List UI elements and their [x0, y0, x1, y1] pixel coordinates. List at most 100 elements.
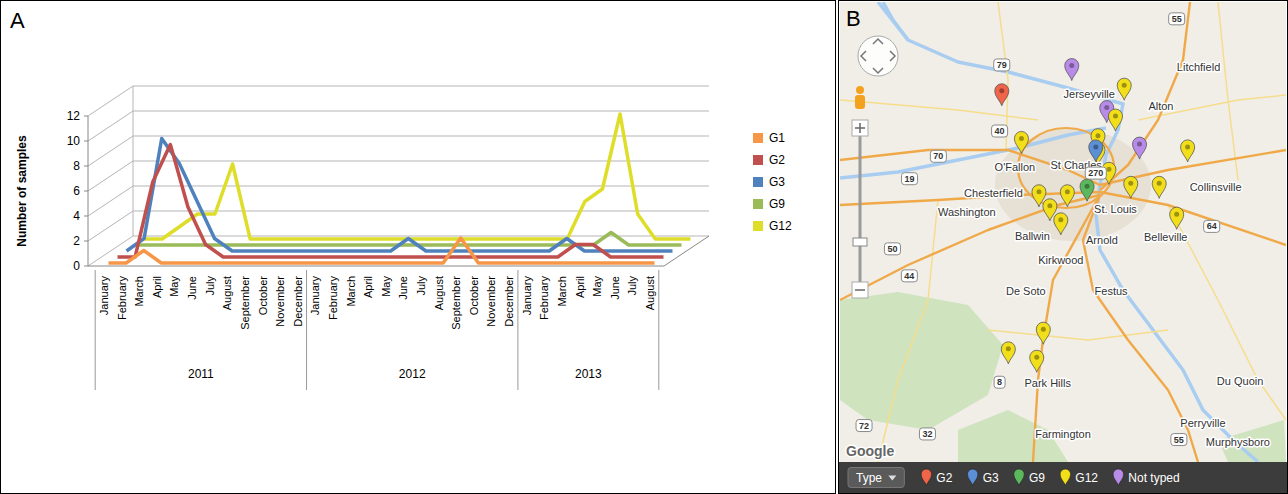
x-group-label: 2013 [575, 367, 602, 381]
place-label: Perryville [1180, 417, 1225, 429]
legend-label: G2 [936, 471, 952, 485]
x-tick-label: August [433, 276, 445, 310]
road-shield-bg [930, 150, 946, 162]
marker-dot [1034, 355, 1039, 360]
place-labels: JerseyvilleLitchfieldAltonO'FallonSt Cha… [938, 61, 1270, 449]
road-shield: 55 [1169, 13, 1185, 25]
marker [1117, 78, 1131, 100]
road-label: 72 [859, 421, 869, 431]
road-shields: 55794070192706450448723255 [856, 13, 1220, 446]
y-axis [88, 116, 89, 266]
marker-dot [1047, 203, 1052, 208]
y-tick-label: 6 [73, 184, 80, 198]
marker [1170, 207, 1184, 229]
road-shield: 40 [992, 125, 1008, 137]
grid [88, 86, 709, 266]
x-tick-label: January [309, 276, 321, 316]
place-label: Collinsville [1190, 181, 1242, 193]
marker-dot [1069, 63, 1074, 68]
marker-pin [1181, 140, 1195, 162]
grid-line [88, 186, 709, 216]
y-tick-label: 0 [73, 259, 80, 273]
panel-a: A024681012JanuaryFebruaryMarchAprilMayJu… [0, 0, 836, 494]
legend-label: G12 [1075, 471, 1098, 485]
legend-item: Not typed [1113, 469, 1180, 486]
x-tick-label: August [221, 276, 233, 310]
y-tick-label: 2 [73, 234, 80, 248]
road-shield-bg [902, 173, 918, 185]
marker [1014, 131, 1028, 153]
place-label: Murphysboro [1206, 436, 1270, 448]
place-label: Belleville [1144, 231, 1187, 243]
y-tick [84, 241, 88, 242]
legend-pin [1060, 469, 1071, 486]
place-label: Washington [938, 206, 996, 218]
type-button-arrow [888, 476, 896, 481]
x-tick-label: March [133, 276, 145, 307]
x-tick-label: February [116, 276, 128, 321]
x-group-label: 2012 [399, 367, 426, 381]
marker-dot [1095, 133, 1100, 138]
marker-pin [1065, 59, 1079, 81]
marker [1124, 176, 1138, 198]
legend-label: G9 [769, 197, 785, 211]
marker-dot [1137, 142, 1142, 147]
map-background [840, 2, 1286, 462]
y-tick-label: 10 [67, 134, 81, 148]
marker-dot [1122, 83, 1127, 88]
marker-pin [1080, 179, 1094, 201]
group-divider [658, 270, 659, 390]
series-line [127, 139, 673, 252]
road-shield: 8 [994, 376, 1005, 388]
road-shield: 19 [902, 173, 918, 185]
x-tick-label: January [98, 276, 110, 316]
place-label: Farmington [1035, 428, 1091, 440]
marker-dot [999, 88, 1004, 93]
x-tick-label: July [204, 276, 216, 296]
marker-pin [1117, 78, 1131, 100]
highway [840, 195, 1100, 300]
x-tick-label: November [485, 276, 497, 327]
road-shield-bg [901, 270, 917, 282]
legend-swatch [753, 155, 763, 165]
y-tick [84, 141, 88, 142]
road-shield-bg [992, 125, 1008, 137]
marker [1181, 140, 1195, 162]
marker-dot [1058, 217, 1063, 222]
pegman-head [856, 86, 864, 94]
place-label: Arnold [1086, 234, 1118, 246]
marker-pin [1036, 322, 1050, 344]
legend-bar-bg [839, 462, 1287, 493]
panel-label: A [10, 8, 25, 33]
minor-road [878, 200, 938, 462]
y-tick [84, 166, 88, 167]
attribution: Google [846, 443, 894, 459]
road-shield-bg [856, 420, 872, 432]
marker [1152, 176, 1166, 198]
legend-pin [1113, 469, 1124, 486]
marker [1060, 185, 1074, 207]
minor-road [840, 100, 1038, 120]
zoom-in-icon [855, 123, 865, 133]
y-tick-label: 12 [67, 109, 81, 123]
legend-swatch [753, 221, 763, 231]
legend-bar: TypeG2G3G9G12Not typed [839, 462, 1287, 493]
legend-label: G2 [769, 153, 785, 167]
marker-dot [1093, 144, 1098, 149]
legend-label: G9 [1029, 471, 1045, 485]
x-tick-label: July [626, 276, 638, 296]
road-shield-bg [1171, 434, 1187, 446]
urban-area [995, 129, 1151, 241]
series-line [145, 114, 691, 239]
minor-road [1218, 2, 1238, 180]
road-label: 79 [997, 60, 1007, 70]
road-label: 50 [887, 244, 897, 254]
legend-label: G3 [769, 175, 785, 189]
marker-dot [1041, 327, 1046, 332]
group-divider [95, 270, 96, 390]
marker [995, 84, 1009, 106]
legend-item: G3 [967, 469, 999, 486]
place-label: Jerseyville [1064, 88, 1115, 100]
road-label: 40 [995, 126, 1005, 136]
place-label: St. Louis [1094, 203, 1137, 215]
